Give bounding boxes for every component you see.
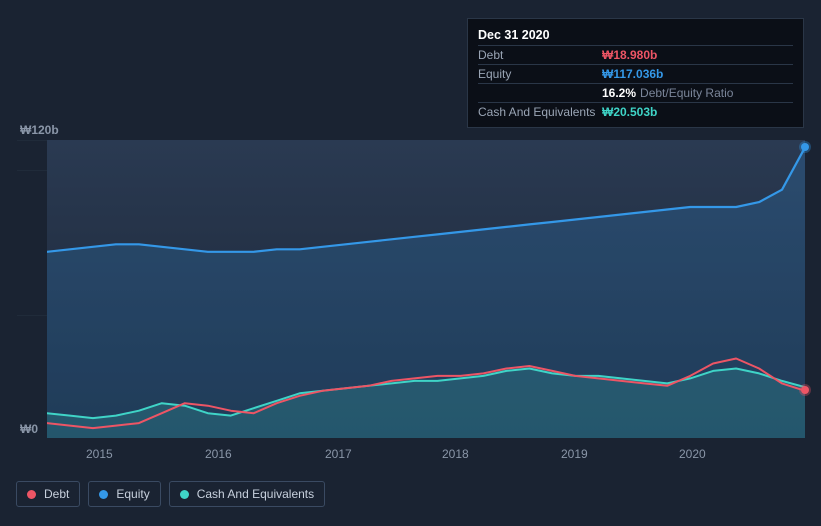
financials-chart: Dec 31 2020 Debt ₩18.980b Equity ₩117.03… [0, 0, 821, 526]
legend-label: Cash And Equivalents [197, 487, 314, 501]
tooltip-row-debt: Debt ₩18.980b [478, 46, 793, 65]
chart-svg [47, 140, 805, 438]
y-axis-tick-min: ₩0 [20, 422, 38, 436]
legend-dot-icon [99, 490, 108, 499]
x-axis-tick: 2016 [205, 447, 232, 461]
series-end-marker-equity [801, 143, 809, 151]
series-end-marker-debt [801, 386, 809, 394]
x-axis-tick: 2015 [86, 447, 113, 461]
tooltip-label: Debt [478, 48, 602, 62]
x-axis-tick: 2018 [442, 447, 469, 461]
tooltip-value-debt: ₩18.980b [602, 48, 657, 62]
x-axis-tick: 2020 [679, 447, 706, 461]
tooltip-label: Cash And Equivalents [478, 105, 602, 119]
plot-area[interactable] [47, 140, 805, 438]
legend-item-equity[interactable]: Equity [88, 481, 160, 507]
legend-dot-icon [180, 490, 189, 499]
tooltip-value-cash: ₩20.503b [602, 105, 657, 119]
datapoint-tooltip: Dec 31 2020 Debt ₩18.980b Equity ₩117.03… [467, 18, 804, 128]
y-axis-tick-max: ₩120b [20, 123, 59, 137]
tooltip-row-equity: Equity ₩117.036b [478, 65, 793, 84]
tooltip-row-ratio: 16.2% Debt/Equity Ratio [478, 84, 793, 103]
legend-item-debt[interactable]: Debt [16, 481, 80, 507]
tooltip-value-equity: ₩117.036b [602, 67, 663, 81]
x-axis-tick: 2019 [561, 447, 588, 461]
tooltip-row-cash: Cash And Equivalents ₩20.503b [478, 103, 793, 121]
tooltip-ratio-percent: 16.2% [602, 86, 636, 100]
legend-label: Equity [116, 487, 149, 501]
chart-legend: Debt Equity Cash And Equivalents [16, 481, 325, 507]
x-axis-tick: 2017 [325, 447, 352, 461]
tooltip-value-ratio: 16.2% Debt/Equity Ratio [602, 86, 733, 100]
tooltip-ratio-label: Debt/Equity Ratio [640, 86, 733, 100]
tooltip-date: Dec 31 2020 [478, 25, 793, 46]
legend-item-cash[interactable]: Cash And Equivalents [169, 481, 325, 507]
legend-label: Debt [44, 487, 69, 501]
tooltip-label: Equity [478, 67, 602, 81]
tooltip-label [478, 86, 602, 100]
legend-dot-icon [27, 490, 36, 499]
